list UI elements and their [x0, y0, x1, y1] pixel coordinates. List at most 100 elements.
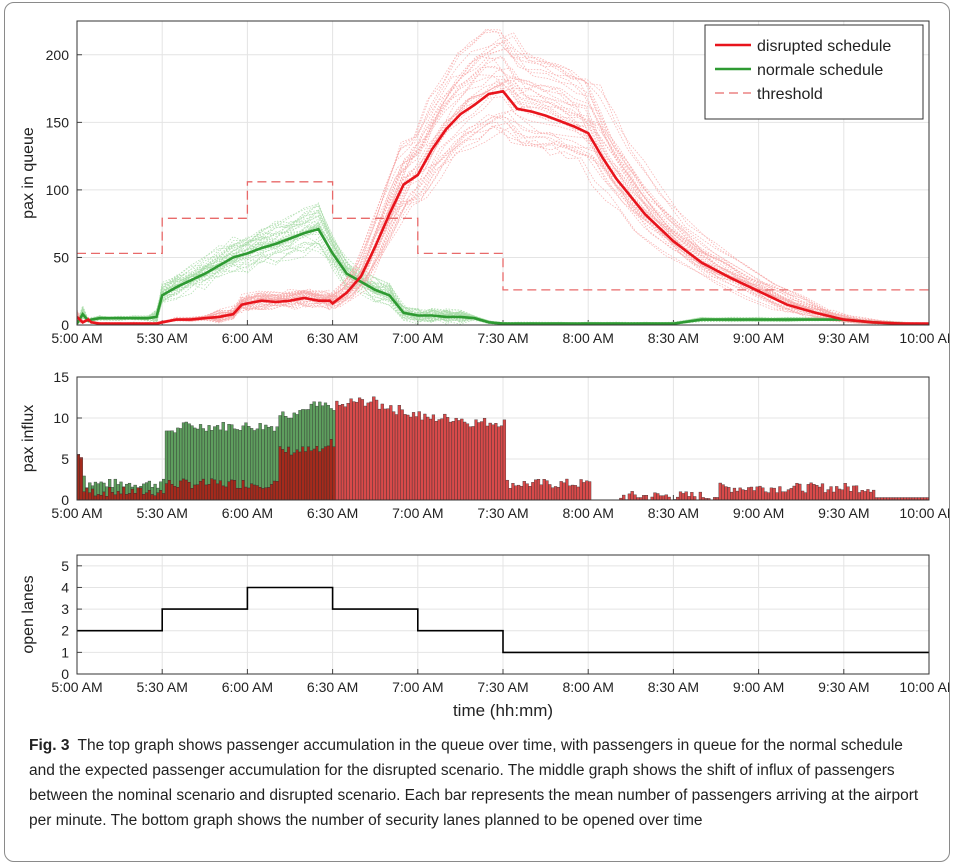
disrupted-bar	[570, 484, 575, 501]
disrupted-sim-trace	[77, 121, 918, 325]
disrupted-bar	[766, 492, 771, 501]
disrupted-bar	[622, 494, 626, 501]
x-tick-label: 6:30 AM	[307, 679, 358, 695]
normal-bar	[196, 428, 200, 485]
normal-bar	[116, 484, 120, 492]
normal-bar	[292, 412, 296, 453]
normal-bar	[170, 430, 174, 485]
x-tick-label: 5:00 AM	[51, 679, 102, 695]
legend-box	[704, 24, 924, 120]
disrupted-bar	[863, 491, 867, 501]
overlap-bar	[167, 480, 171, 501]
disrupted-bar	[738, 487, 742, 501]
influx-bars	[76, 396, 930, 501]
overlap-bar	[304, 451, 308, 501]
overlap-bar	[79, 458, 83, 501]
normal-bar	[130, 486, 134, 490]
disrupted-bar	[536, 479, 541, 501]
disrupted-bar	[661, 495, 666, 501]
disrupted-bar	[633, 494, 637, 501]
overlap-bar	[309, 450, 313, 501]
disrupted-bar	[426, 416, 430, 501]
normal-bar	[173, 432, 177, 487]
normal-sim-trace	[77, 205, 929, 325]
disrupted-sim-trace	[77, 126, 912, 325]
disrupted-bar	[644, 495, 649, 501]
disrupted-bar	[778, 486, 782, 501]
overlap-bar	[227, 481, 231, 501]
normal-bar	[247, 426, 251, 489]
overlap-bar	[162, 493, 166, 501]
disrupted-bar	[502, 419, 507, 501]
normal-bar	[93, 481, 98, 497]
disrupted-bar	[375, 399, 379, 501]
normal-bar	[167, 430, 171, 481]
disrupted-bar	[854, 485, 859, 501]
x-tick-label: 8:00 AM	[563, 679, 614, 695]
normal-bar	[193, 427, 197, 486]
normal-sim-trace	[77, 212, 929, 325]
disrupted-bar	[786, 489, 791, 501]
overlap-bar	[156, 492, 160, 501]
disrupted-bar	[653, 492, 657, 501]
disrupted-bar	[792, 485, 796, 501]
x-tick-label: 8:30 AM	[648, 679, 699, 695]
disrupted-bar	[783, 491, 788, 501]
y-tick-label: 3	[61, 601, 69, 617]
caption-label: Fig. 3	[29, 737, 70, 754]
disrupted-bar	[559, 481, 563, 501]
overlap-bar	[292, 452, 296, 501]
normal-bar	[207, 425, 211, 485]
normal-bar	[315, 405, 319, 447]
overlap-bar	[144, 492, 149, 501]
normal-bar	[221, 422, 225, 487]
disrupted-bar	[363, 405, 367, 501]
overlap-bar	[286, 446, 291, 501]
disrupted-bar	[846, 486, 850, 501]
x-tick-label: 10:00 AM	[899, 505, 950, 521]
normal-bar	[284, 416, 288, 453]
x-tick-label: 5:30 AM	[137, 330, 188, 346]
disrupted-bar	[857, 492, 862, 501]
disrupted-bar	[693, 496, 697, 501]
overlap-bar	[326, 445, 330, 501]
disrupted-bar	[806, 484, 810, 501]
normal-bar	[127, 482, 132, 494]
overlap-bar	[181, 478, 186, 501]
overlap-bar	[136, 487, 140, 501]
overlap-bar	[108, 487, 112, 501]
disrupted-bar	[355, 401, 359, 501]
x-tick-label: 7:00 AM	[392, 330, 443, 346]
disrupted-bar	[769, 487, 773, 501]
disrupted-bar	[343, 406, 347, 501]
disrupted-bar	[386, 408, 390, 501]
overlap-bar	[323, 446, 328, 501]
disrupted-bar	[772, 487, 776, 501]
open-lanes-line	[77, 586, 929, 654]
x-tick-label: 10:00 AM	[899, 679, 950, 695]
disrupted-bar	[869, 491, 873, 501]
y-tick-label: 0	[61, 666, 69, 682]
disrupted-bar	[465, 423, 470, 501]
normal-bar	[304, 409, 308, 452]
disrupted-bar	[372, 396, 376, 501]
normal-bar	[113, 478, 117, 496]
disrupted-bar	[468, 426, 472, 501]
x-tick-label: 5:00 AM	[51, 330, 102, 346]
overlap-bar	[204, 484, 208, 501]
disrupted-bar	[730, 491, 734, 501]
disrupted-bar	[474, 419, 478, 501]
disrupted-bar	[551, 487, 555, 501]
x-tick-label: 10:00 AM	[899, 330, 950, 346]
overlap-bar	[318, 451, 322, 501]
normal-bar	[295, 414, 299, 450]
disrupted-bar	[471, 426, 475, 501]
overlap-bar	[110, 492, 115, 501]
normal-bar	[218, 429, 223, 481]
x-tick-label: 6:30 AM	[307, 330, 358, 346]
overlap-bar	[267, 487, 271, 501]
overlap-bar	[125, 494, 129, 501]
normal-bar	[235, 429, 240, 489]
overlap-bar	[179, 480, 183, 501]
y-tick-label: 2	[61, 623, 69, 639]
